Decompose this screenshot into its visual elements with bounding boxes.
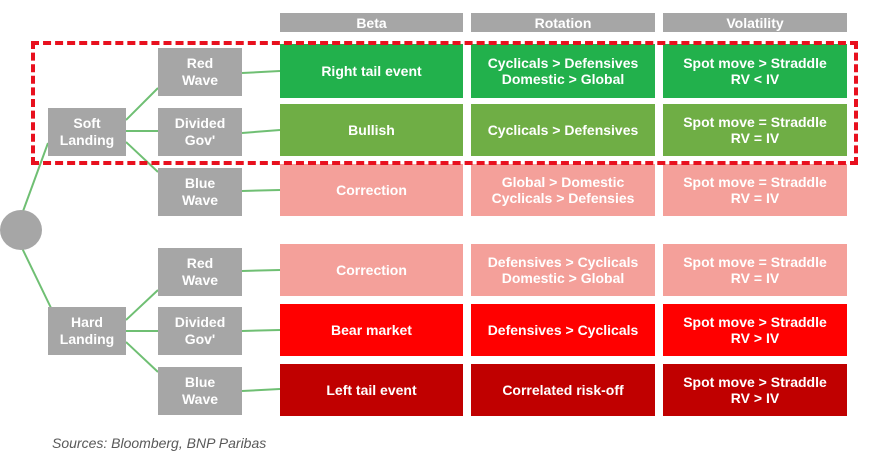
cell-rotation-row-1: Cyclicals > Defensives Domestic > Global — [471, 44, 655, 98]
source-note: Sources: Bloomberg, BNP Paribas — [52, 435, 267, 451]
connector-row-3 — [241, 189, 281, 192]
cell-text: Global > Domestic Cyclicals > Defensies — [491, 174, 635, 206]
cell-volatility-row-4: Spot move = Straddle RV = IV — [663, 244, 847, 296]
cell-text: Right tail event — [321, 63, 422, 79]
cell-rotation-row-3: Global > Domestic Cyclicals > Defensies — [471, 164, 655, 216]
cell-text: Cyclicals > Defensives Domestic > Global — [487, 55, 639, 87]
cell-text: Left tail event — [326, 382, 417, 398]
cell-volatility-row-3: Spot move = Straddle RV = IV — [663, 164, 847, 216]
scenario-label: Red Wave — [181, 255, 219, 288]
scenario-soft-divided-gov: Divided Gov' — [158, 108, 242, 156]
connector-row-5 — [241, 329, 281, 332]
header-rotation-label: Rotation — [534, 14, 592, 31]
scenario-label: Blue Wave — [181, 175, 219, 208]
cell-text: Correlated risk-off — [502, 382, 624, 398]
connector-row-6 — [241, 388, 281, 392]
cell-rotation-row-6: Correlated risk-off — [471, 364, 655, 416]
cell-beta-row-2: Bullish — [280, 104, 463, 156]
scenario-label: Blue Wave — [181, 374, 219, 407]
scenario-label: Red Wave — [181, 55, 219, 88]
cell-volatility-row-1: Spot move > Straddle RV < IV — [663, 44, 847, 98]
header-rotation: Rotation — [471, 13, 655, 32]
cell-text: Defensives > Cyclicals — [487, 322, 639, 338]
cell-rotation-row-2: Cyclicals > Defensives — [471, 104, 655, 156]
cell-text: Spot move = Straddle RV = IV — [683, 174, 827, 206]
cell-beta-row-1: Right tail event — [280, 44, 463, 98]
scenario-hard-divided-gov: Divided Gov' — [158, 307, 242, 355]
cell-beta-row-3: Correction — [280, 164, 463, 216]
connector-root-hard — [21, 247, 53, 311]
connector-hard-blue — [125, 341, 159, 373]
connector-row-2 — [241, 129, 281, 134]
header-volatility-label: Volatility — [726, 14, 784, 31]
cell-beta-row-5: Bear market — [280, 304, 463, 356]
scenario-label: Divided Gov' — [174, 314, 226, 347]
scenario-hard-red-wave: Red Wave — [158, 248, 242, 296]
cell-volatility-row-5: Spot move > Straddle RV > IV — [663, 304, 847, 356]
cell-text: Spot move = Straddle RV = IV — [683, 254, 827, 286]
cell-text: Defensives > Cyclicals Domestic > Global — [487, 254, 639, 286]
connector-soft-red — [125, 87, 159, 121]
header-volatility: Volatility — [663, 13, 847, 32]
header-beta: Beta — [280, 13, 463, 32]
cell-text: Spot move > Straddle RV > IV — [683, 314, 827, 346]
scenario-label: Divided Gov' — [174, 115, 226, 148]
cell-text: Bear market — [331, 322, 412, 338]
scenario-hard-blue-wave: Blue Wave — [158, 367, 242, 415]
highlight-dashed-box — [31, 41, 858, 165]
hard-landing-label: Hard Landing — [59, 314, 115, 347]
cell-volatility-row-2: Spot move = Straddle RV = IV — [663, 104, 847, 156]
cell-text: Correction — [336, 262, 407, 278]
cell-rotation-row-4: Defensives > Cyclicals Domestic > Global — [471, 244, 655, 296]
cell-beta-row-6: Left tail event — [280, 364, 463, 416]
hard-landing-node: Hard Landing — [48, 307, 126, 355]
scenario-soft-red-wave: Red Wave — [158, 48, 242, 96]
cell-text: Spot move > Straddle RV > IV — [683, 374, 827, 406]
connector-root-soft — [21, 142, 49, 215]
cell-text: Bullish — [348, 122, 395, 138]
cell-beta-row-4: Correction — [280, 244, 463, 296]
connector-row-4 — [241, 269, 281, 272]
cell-text: Correction — [336, 182, 407, 198]
root-node — [0, 210, 42, 250]
header-beta-label: Beta — [356, 14, 387, 31]
cell-text: Spot move > Straddle RV < IV — [683, 55, 827, 87]
cell-volatility-row-6: Spot move > Straddle RV > IV — [663, 364, 847, 416]
soft-landing-node: Soft Landing — [48, 108, 126, 156]
connector-row-1 — [241, 70, 281, 74]
cell-text: Cyclicals > Defensives — [487, 122, 639, 138]
cell-text: Spot move = Straddle RV = IV — [683, 114, 827, 146]
connector-soft-blue — [125, 141, 159, 173]
cell-rotation-row-5: Defensives > Cyclicals — [471, 304, 655, 356]
connector-hard-red — [125, 289, 159, 321]
scenario-soft-blue-wave: Blue Wave — [158, 168, 242, 216]
soft-landing-label: Soft Landing — [59, 115, 115, 148]
